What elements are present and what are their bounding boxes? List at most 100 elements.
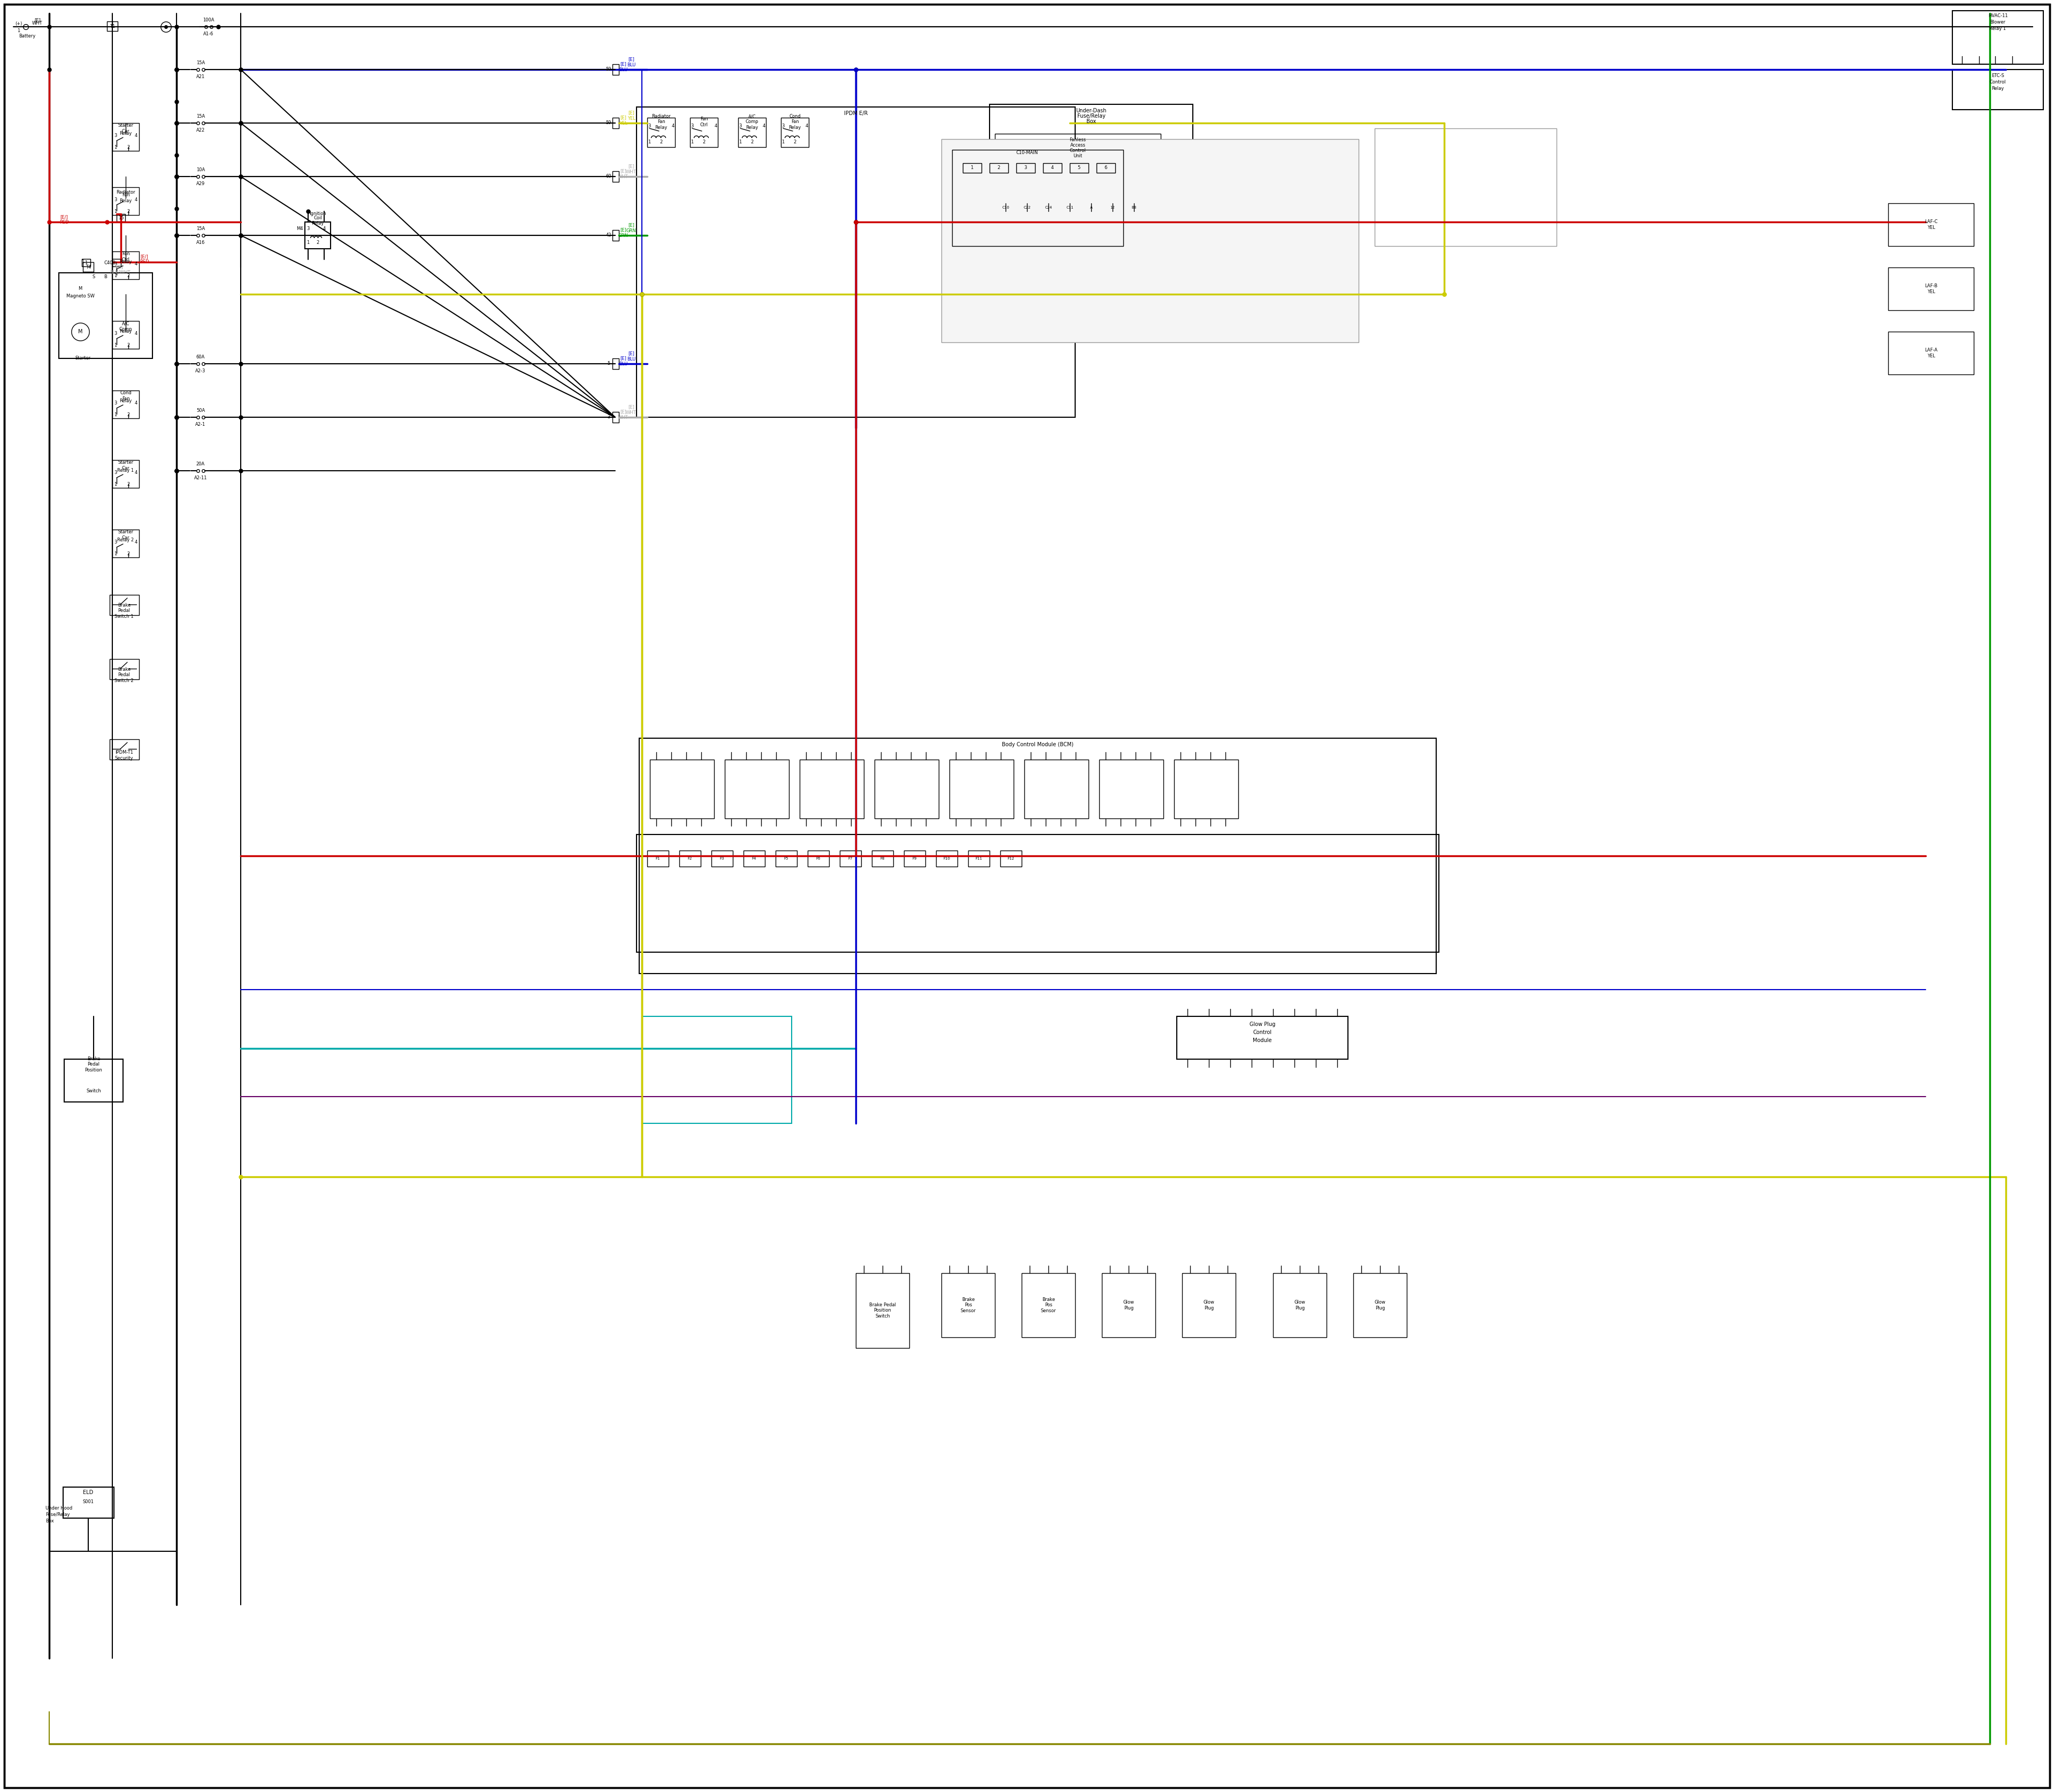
Text: 15: 15 <box>117 215 123 220</box>
Text: 4: 4 <box>134 332 138 337</box>
Bar <box>612 229 618 240</box>
Text: Relay 1: Relay 1 <box>1990 27 2007 30</box>
Text: 20A: 20A <box>197 462 205 466</box>
Bar <box>64 1487 113 1518</box>
Text: 59: 59 <box>606 66 612 72</box>
Text: 3: 3 <box>115 471 117 475</box>
Text: 2: 2 <box>127 552 129 557</box>
Text: A1-6: A1-6 <box>203 32 214 36</box>
Text: Relay: Relay <box>119 131 131 136</box>
Text: Battery: Battery <box>18 34 35 39</box>
Bar <box>1354 1272 1407 1337</box>
Text: [E]
BLU: [E] BLU <box>626 57 635 68</box>
Bar <box>949 760 1013 819</box>
Text: [E]
BLU: [E] BLU <box>618 61 629 72</box>
Text: Glow
Plug: Glow Plug <box>1204 1299 1214 1310</box>
Text: 1: 1 <box>647 140 651 145</box>
Text: C11: C11 <box>1066 206 1074 210</box>
Bar <box>64 1059 123 1102</box>
Text: 2: 2 <box>127 482 129 487</box>
Text: M4: M4 <box>296 226 302 231</box>
Text: [E]
BLK/WHT: [E] BLK/WHT <box>109 265 129 274</box>
Text: Brake
Pedal
Switch 2: Brake Pedal Switch 2 <box>115 667 134 683</box>
Text: 4: 4 <box>672 124 674 127</box>
Text: 2: 2 <box>998 165 1000 170</box>
Text: 2: 2 <box>659 140 663 145</box>
Text: 4: 4 <box>134 539 138 545</box>
Bar <box>1017 163 1035 172</box>
Text: LAF-C
YEL: LAF-C YEL <box>1925 219 1937 229</box>
Text: Glow
Plug: Glow Plug <box>1294 1299 1306 1310</box>
Text: [E]
BLU: [E] BLU <box>618 357 629 366</box>
Text: F5: F5 <box>785 857 789 860</box>
Text: IPDM-T1
Security: IPDM-T1 Security <box>115 751 134 760</box>
Bar <box>904 851 926 867</box>
Text: Starter: Starter <box>76 357 90 360</box>
Text: S: S <box>92 274 94 280</box>
Text: Unit: Unit <box>1074 154 1082 159</box>
Text: [E]
WHT: [E] WHT <box>626 163 637 174</box>
Text: 2: 2 <box>127 274 129 278</box>
Bar <box>799 760 865 819</box>
Bar <box>113 391 140 418</box>
Bar <box>113 186 140 215</box>
Bar <box>680 851 700 867</box>
Text: 3: 3 <box>115 332 117 337</box>
Bar <box>1097 163 1115 172</box>
Bar <box>990 163 1009 172</box>
Bar <box>1183 1272 1237 1337</box>
Text: 59: 59 <box>606 120 612 125</box>
Text: 1: 1 <box>115 274 117 278</box>
Text: 1: 1 <box>115 552 117 557</box>
Text: A2-1: A2-1 <box>195 423 205 426</box>
Text: F9: F9 <box>912 857 916 860</box>
Text: Starter
Car: Starter Car <box>117 124 134 134</box>
Text: 3: 3 <box>115 539 117 545</box>
Text: Under Hood: Under Hood <box>45 1505 72 1511</box>
Text: Relay 2: Relay 2 <box>117 538 134 543</box>
Text: [E]
WHT: [E] WHT <box>618 168 629 179</box>
Bar <box>711 851 733 867</box>
Bar <box>647 851 670 867</box>
Text: Control: Control <box>1070 149 1087 154</box>
Text: C10: C10 <box>1002 206 1009 210</box>
Text: (+): (+) <box>14 22 23 25</box>
Text: 4: 4 <box>762 124 766 127</box>
Bar <box>641 1016 791 1124</box>
Text: 3: 3 <box>115 197 117 202</box>
Text: 42: 42 <box>606 233 612 238</box>
Text: 4: 4 <box>1052 165 1054 170</box>
Text: 2: 2 <box>127 412 129 418</box>
Text: Glow Plug: Glow Plug <box>1249 1021 1276 1027</box>
Bar <box>871 851 893 867</box>
Text: 4: 4 <box>134 471 138 475</box>
Text: 15A: 15A <box>197 115 205 118</box>
Text: 3: 3 <box>306 226 310 231</box>
Text: Control: Control <box>1253 1030 1271 1036</box>
Bar <box>1953 70 2044 109</box>
Text: A/C
Comp: A/C Comp <box>119 321 131 332</box>
Bar <box>990 104 1193 238</box>
Text: 2: 2 <box>127 145 129 151</box>
Text: 4: 4 <box>134 133 138 138</box>
Text: RED: RED <box>140 260 150 265</box>
Text: [E]
YEL: [E] YEL <box>626 111 635 120</box>
Text: Brake
Pos
Sensor: Brake Pos Sensor <box>961 1297 976 1314</box>
Text: 4: 4 <box>805 124 807 127</box>
Text: Brake
Pedal
Switch 1: Brake Pedal Switch 1 <box>115 602 134 618</box>
Text: 12: 12 <box>1111 206 1115 210</box>
Text: T1: T1 <box>109 25 115 29</box>
Text: F1: F1 <box>655 857 659 860</box>
Bar <box>113 321 140 349</box>
Text: 50A: 50A <box>197 409 205 414</box>
Bar <box>725 760 789 819</box>
Text: [E]
GRN: [E] GRN <box>618 228 629 238</box>
Text: 4: 4 <box>134 401 138 405</box>
Text: ELD: ELD <box>82 1489 92 1495</box>
Text: Relay: Relay <box>1992 86 2005 91</box>
Text: 1: 1 <box>783 140 785 145</box>
Text: Starter
Car: Starter Car <box>117 461 134 471</box>
Text: A16: A16 <box>197 240 205 246</box>
Text: Magneto SW: Magneto SW <box>66 294 94 297</box>
Text: M: M <box>78 287 82 292</box>
